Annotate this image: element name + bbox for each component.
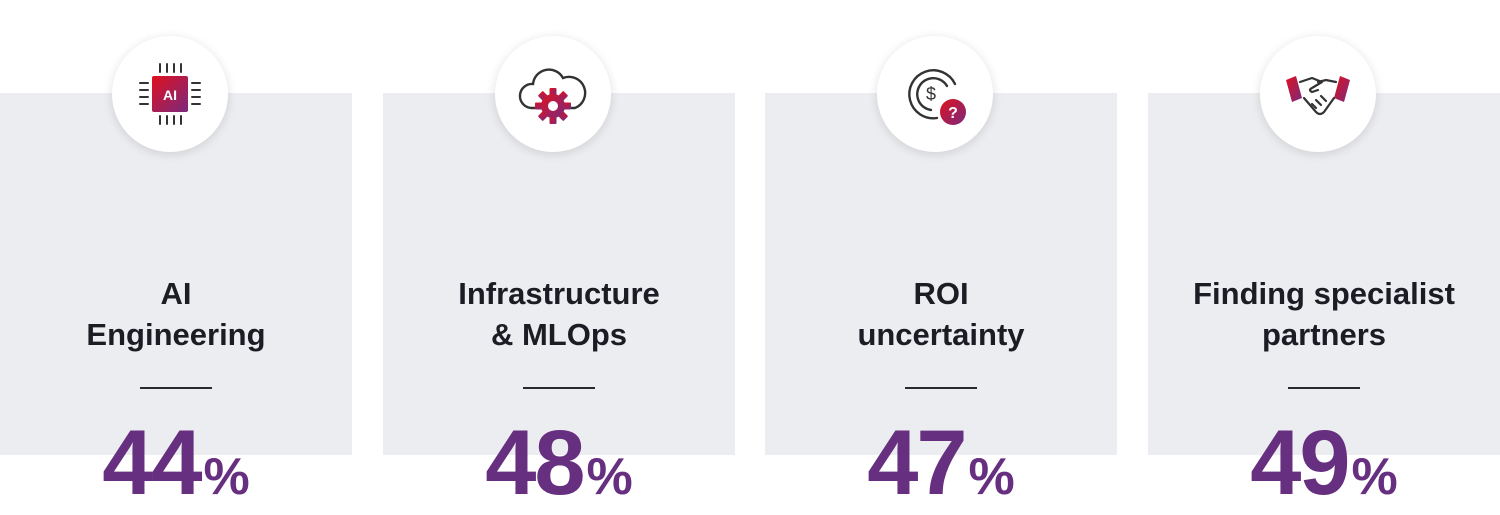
divider	[1288, 387, 1360, 389]
svg-text:$: $	[926, 84, 936, 104]
stat-value: 49%	[1250, 412, 1398, 514]
svg-text:?: ?	[948, 105, 958, 122]
ai-chip-icon: AI	[112, 36, 228, 152]
card-title: ROI uncertainty	[857, 276, 1025, 352]
divider	[523, 387, 595, 389]
stat-card-infrastructure: Infrastructure & MLOps 48%	[383, 93, 735, 514]
stat-value: 48%	[485, 412, 633, 514]
divider	[905, 387, 977, 389]
cloud-gear-icon	[495, 36, 611, 152]
card-title: Infrastructure & MLOps	[458, 276, 660, 352]
divider	[140, 387, 212, 389]
stat-value: 44%	[102, 412, 250, 514]
card-title: Finding specialist partners	[1193, 276, 1455, 352]
stat-value: 47%	[867, 412, 1015, 514]
svg-text:AI: AI	[163, 87, 177, 103]
handshake-icon	[1260, 36, 1376, 152]
stat-card-partners: Finding specialist partners 49%	[1148, 93, 1500, 514]
dollar-question-icon: $ ?	[877, 36, 993, 152]
card-title: AI Engineering	[86, 276, 266, 352]
